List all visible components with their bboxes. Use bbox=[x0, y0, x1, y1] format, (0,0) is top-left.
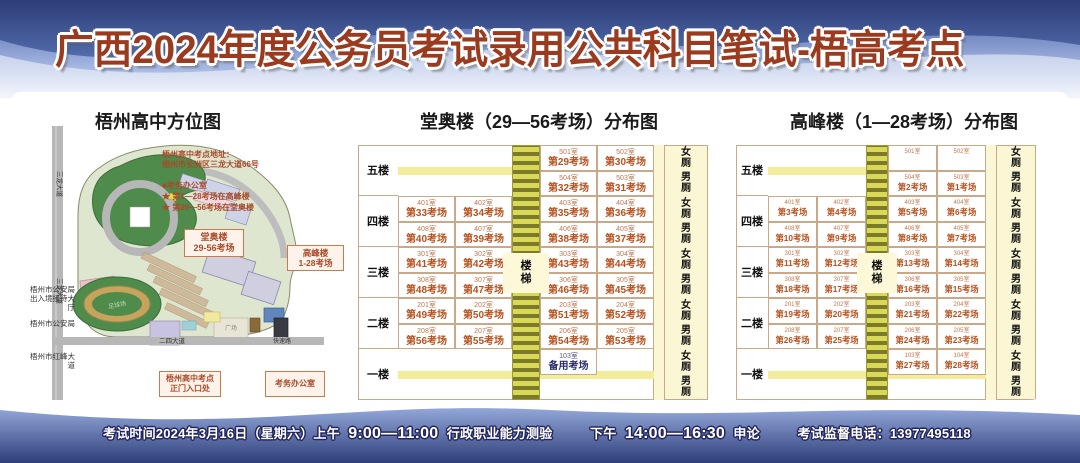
svg-text:二四大道: 二四大道 bbox=[159, 336, 186, 345]
svg-text:快速路: 快速路 bbox=[273, 337, 291, 345]
svg-text:三龙大道: 三龙大道 bbox=[56, 171, 65, 198]
svg-text:广场: 广场 bbox=[225, 324, 237, 332]
